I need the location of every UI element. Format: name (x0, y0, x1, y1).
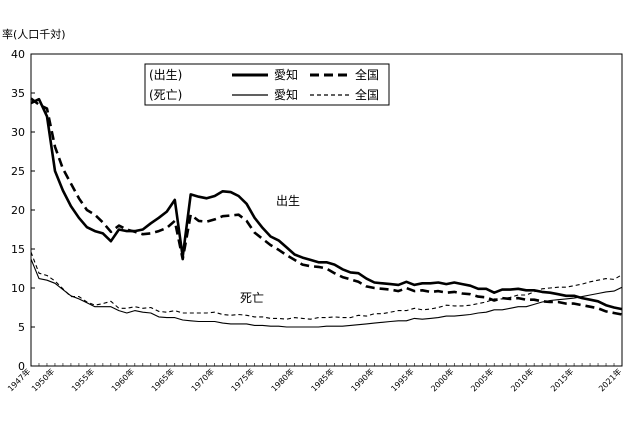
legend-box (144, 63, 390, 106)
legend-group-death: (死亡) (149, 88, 182, 102)
legend-label-birth-national: 全国 (355, 67, 379, 82)
x-tick-label: 2021年 (596, 366, 623, 393)
x-tick-label: 2015年 (548, 366, 575, 393)
y-tick-label: 30 (11, 126, 25, 139)
y-tick-label: 25 (11, 165, 25, 178)
legend-group-birth: (出生) (149, 68, 182, 82)
legend-label-death-aichi: 愛知 (274, 88, 298, 102)
series-birth-national (30, 97, 623, 316)
legend: (出生) 愛知 全国 (死亡) 愛知 全国 (144, 63, 390, 106)
x-tick-label: 1995年 (389, 366, 416, 393)
annotation-birth: 出生 (276, 194, 300, 208)
y-tick-label: 20 (11, 204, 25, 217)
x-tick-label: 1970年 (189, 366, 216, 393)
y-tick-label: 40 (11, 48, 25, 61)
x-tick-label: 2010年 (508, 366, 535, 393)
x-tick-label: 2000年 (429, 366, 456, 393)
x-tick-label: 1950年 (29, 366, 56, 393)
x-tick-label: 1975年 (229, 366, 256, 393)
x-tick-label: 1960年 (109, 366, 136, 393)
series-birth-aichi (30, 97, 623, 311)
y-axis-unit-label: 率(人口千対) (2, 28, 66, 41)
series-death-national (30, 251, 623, 320)
series-lines (30, 97, 623, 328)
y-tick-label: 35 (11, 87, 25, 100)
y-tick-label: 5 (18, 321, 25, 334)
x-tick-label: 1955年 (69, 366, 96, 393)
legend-label-death-national: 全国 (355, 87, 379, 102)
annotation-death: 死亡 (240, 291, 264, 305)
legend-label-birth-aichi: 愛知 (274, 68, 298, 82)
x-tick-label: 1965年 (149, 366, 176, 393)
x-tick-label: 1980年 (269, 366, 296, 393)
y-tick-label: 10 (11, 282, 25, 295)
y-tick-label: 15 (11, 243, 25, 256)
series-death-aichi (30, 258, 623, 328)
x-tick-label: 1985年 (309, 366, 336, 393)
x-tick-label: 1990年 (349, 366, 376, 393)
y-tick-label: 0 (18, 360, 25, 373)
y-axis-ticks: 0 5 10 15 20 25 30 35 40 (11, 48, 35, 373)
x-tick-label: 2005年 (469, 366, 496, 393)
